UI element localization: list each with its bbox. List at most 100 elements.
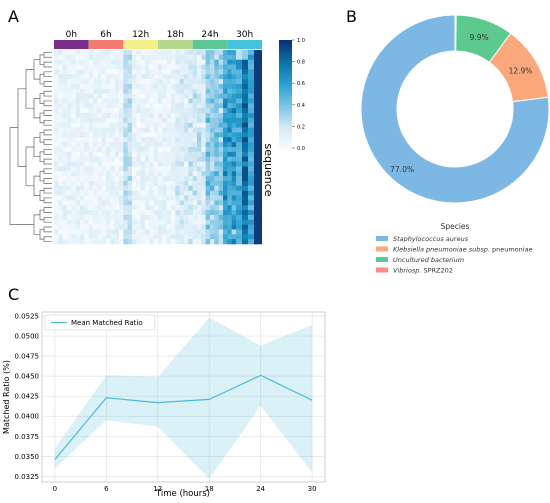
heatmap-cell bbox=[67, 50, 72, 56]
heatmap-cells bbox=[54, 50, 262, 245]
heatmap-cell bbox=[149, 98, 154, 104]
heatmap-cell bbox=[205, 122, 211, 128]
heatmap-cell bbox=[93, 210, 98, 216]
heatmap-cell bbox=[153, 88, 159, 94]
heatmap-cell bbox=[254, 239, 262, 245]
heatmap-cell bbox=[114, 185, 120, 191]
dendrogram-link bbox=[33, 98, 40, 119]
heatmap-cell bbox=[248, 185, 254, 191]
heatmap-cell bbox=[210, 151, 215, 157]
heatmap-cell bbox=[80, 171, 85, 177]
heatmap-cell bbox=[166, 195, 172, 201]
heatmap-cell bbox=[162, 147, 167, 153]
y-tick-label: 0.0400 bbox=[15, 413, 40, 421]
heatmap-cell bbox=[136, 161, 141, 167]
heatmap-cell bbox=[210, 224, 215, 230]
heatmap-cell bbox=[248, 166, 254, 172]
heatmap-cell bbox=[114, 200, 120, 206]
heatmap-cell bbox=[97, 74, 102, 80]
heatmap-cell bbox=[75, 200, 81, 206]
heatmap-cell bbox=[58, 59, 63, 65]
heatmap-cell bbox=[227, 59, 232, 65]
heatmap-cell bbox=[114, 219, 120, 225]
heatmap-cell bbox=[242, 127, 248, 133]
heatmap-cell bbox=[254, 142, 262, 148]
legend-label-rest: pneumoniae bbox=[492, 246, 533, 254]
heatmap-cell bbox=[145, 108, 150, 114]
heatmap-cell bbox=[127, 219, 133, 225]
heatmap-cell bbox=[119, 185, 124, 191]
heatmap-cell bbox=[54, 190, 59, 196]
colorbar-step bbox=[279, 132, 292, 136]
heatmap-cell bbox=[254, 185, 262, 191]
heatmap-cell bbox=[205, 151, 211, 157]
heatmap-cell bbox=[162, 156, 167, 162]
heatmap-cell bbox=[188, 74, 193, 80]
heatmap-cell bbox=[197, 176, 202, 182]
heatmap-cell bbox=[192, 210, 198, 216]
heatmap-cell bbox=[227, 69, 232, 75]
heatmap-cell bbox=[158, 88, 163, 94]
heatmap-cell bbox=[188, 180, 193, 187]
heatmap-cell bbox=[106, 142, 111, 148]
heatmap-cell bbox=[162, 224, 167, 230]
heatmap-cell bbox=[71, 151, 76, 157]
heatmap-cell bbox=[75, 171, 81, 177]
heatmap-cell bbox=[254, 234, 262, 240]
heatmap-cell bbox=[80, 151, 85, 157]
heatmap-cell bbox=[210, 74, 215, 80]
heatmap-cell bbox=[197, 127, 202, 133]
heatmap-cell bbox=[93, 151, 98, 157]
time-label: 6h bbox=[100, 30, 111, 40]
heatmap-cell bbox=[254, 200, 262, 206]
heatmap-cell bbox=[127, 195, 133, 201]
heatmap-cell bbox=[145, 229, 150, 235]
heatmap-cell bbox=[80, 239, 85, 245]
heatmap-cell bbox=[140, 54, 146, 60]
heatmap-cell bbox=[127, 122, 133, 128]
heatmap-cell bbox=[140, 50, 146, 56]
heatmap-cell bbox=[145, 74, 150, 80]
heatmap-cell bbox=[110, 176, 115, 182]
heatmap-cell bbox=[179, 79, 185, 85]
heatmap-cell bbox=[132, 195, 137, 201]
heatmap-cell bbox=[127, 83, 133, 90]
heatmap-cell bbox=[166, 117, 172, 124]
heatmap-cell bbox=[136, 69, 141, 75]
heatmap-cell bbox=[158, 113, 163, 119]
heatmap-cell bbox=[188, 79, 193, 85]
heatmap-cell bbox=[149, 137, 154, 143]
heatmap-cell bbox=[132, 229, 137, 235]
heatmap-cell bbox=[110, 180, 115, 187]
heatmap-cell bbox=[106, 113, 111, 119]
heatmap-cell bbox=[166, 54, 172, 60]
heatmap-cell bbox=[123, 200, 128, 206]
heatmap-cell bbox=[218, 54, 224, 60]
heatmap-cell bbox=[110, 117, 115, 124]
heatmap-cell bbox=[136, 195, 141, 201]
heatmap-cell bbox=[93, 50, 98, 56]
heatmap-cell bbox=[236, 142, 242, 148]
heatmap-cell bbox=[114, 113, 120, 119]
heatmap-cell bbox=[127, 166, 133, 172]
heatmap-cell bbox=[136, 93, 141, 99]
heatmap-cell bbox=[231, 200, 237, 206]
heatmap-cell bbox=[145, 88, 150, 94]
heatmap-cell bbox=[54, 147, 59, 153]
heatmap-cell bbox=[71, 108, 76, 114]
heatmap-cell bbox=[223, 117, 228, 124]
heatmap-cell bbox=[101, 79, 107, 85]
heatmap-cell bbox=[210, 93, 215, 99]
heatmap-cell bbox=[184, 239, 189, 245]
heatmap-cell bbox=[166, 93, 172, 99]
heatmap-cell bbox=[84, 147, 89, 153]
time-label: 24h bbox=[201, 30, 218, 40]
colorbar-step bbox=[279, 59, 292, 62]
heatmap-cell bbox=[214, 180, 219, 187]
heatmap-cell bbox=[218, 151, 224, 157]
heatmap-cell bbox=[223, 180, 228, 187]
heatmap-cell bbox=[93, 200, 98, 206]
colorbar-step bbox=[279, 57, 292, 60]
heatmap-cell bbox=[201, 137, 206, 143]
heatmap-cell bbox=[140, 239, 146, 245]
